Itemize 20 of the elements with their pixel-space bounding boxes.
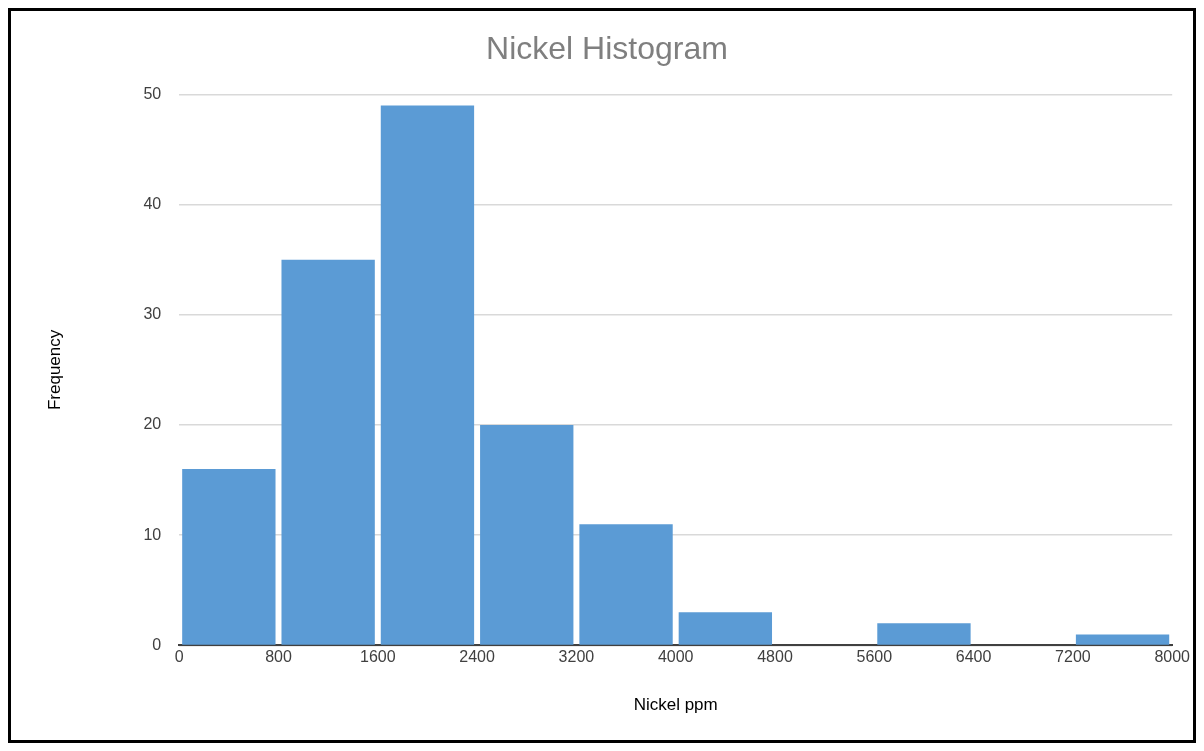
x-tick-label: 0 (174, 648, 184, 666)
y-tick-label: 20 (143, 415, 162, 433)
y-axis-title: Frequency (44, 329, 64, 411)
x-tick-label: 6400 (955, 648, 992, 666)
chart-title: Nickel Histogram (486, 30, 728, 67)
y-tick-label: 50 (143, 84, 162, 102)
x-tick-label: 7200 (1055, 648, 1091, 666)
y-tick-label: 10 (143, 525, 162, 543)
y-tick-label: 30 (143, 305, 162, 323)
x-tick-label: 4000 (657, 648, 694, 666)
y-tick-label: 0 (152, 635, 162, 653)
x-tick-label: 1600 (360, 648, 396, 666)
x-tick-label: 800 (265, 648, 292, 666)
x-tick-label: 5600 (856, 648, 893, 666)
x-tick-label: 8000 (1154, 648, 1191, 666)
x-tick-label: 3200 (558, 648, 595, 666)
x-axis-title: Nickel ppm (633, 695, 718, 715)
x-tick-label: 4800 (757, 648, 793, 666)
x-tick-label: 2400 (459, 648, 495, 666)
y-tick-label: 40 (143, 195, 162, 213)
